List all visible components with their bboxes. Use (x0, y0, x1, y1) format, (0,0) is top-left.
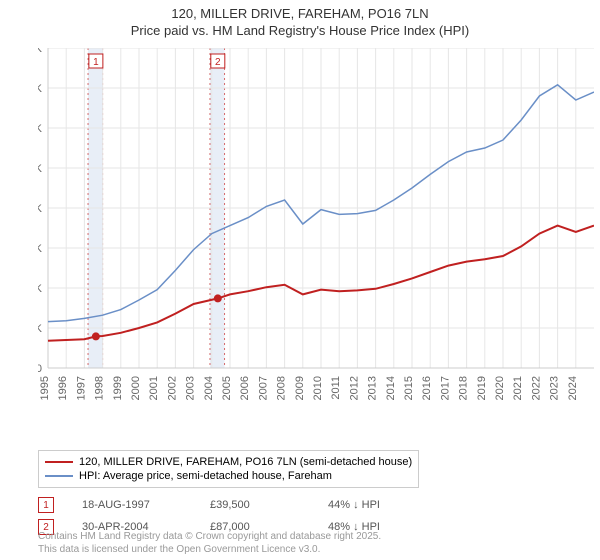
svg-text:2023: 2023 (549, 376, 561, 400)
marker-pct-1: 44% ↓ HPI (328, 499, 448, 511)
svg-text:1998: 1998 (94, 376, 106, 400)
legend-swatch-hpi (45, 475, 73, 477)
svg-text:2010: 2010 (312, 376, 324, 400)
svg-text:2008: 2008 (276, 376, 288, 400)
svg-text:2024: 2024 (567, 376, 579, 400)
svg-text:£300K: £300K (38, 123, 43, 135)
svg-text:2014: 2014 (385, 376, 397, 400)
legend-row-hpi: HPI: Average price, semi-detached house,… (45, 469, 412, 483)
svg-text:1995: 1995 (39, 376, 51, 400)
svg-text:1999: 1999 (112, 376, 124, 400)
svg-text:£50K: £50K (38, 323, 43, 335)
footnote-line-2: This data is licensed under the Open Gov… (38, 544, 381, 557)
svg-text:£200K: £200K (38, 203, 43, 215)
legend-row-price-paid: 120, MILLER DRIVE, FAREHAM, PO16 7LN (se… (45, 455, 412, 469)
svg-text:2016: 2016 (421, 376, 433, 400)
marker-date-1: 18-AUG-1997 (82, 499, 182, 511)
svg-text:2013: 2013 (367, 376, 379, 400)
legend: 120, MILLER DRIVE, FAREHAM, PO16 7LN (se… (38, 450, 594, 538)
svg-text:2009: 2009 (294, 376, 306, 400)
legend-label-price-paid: 120, MILLER DRIVE, FAREHAM, PO16 7LN (se… (79, 456, 412, 468)
svg-text:2011: 2011 (330, 376, 342, 400)
svg-text:2012: 2012 (348, 376, 360, 400)
svg-text:2017: 2017 (439, 376, 451, 400)
legend-series-box: 120, MILLER DRIVE, FAREHAM, PO16 7LN (se… (38, 450, 419, 488)
svg-text:£100K: £100K (38, 283, 43, 295)
svg-text:£250K: £250K (38, 163, 43, 175)
svg-text:2021: 2021 (512, 376, 524, 400)
svg-text:2019: 2019 (476, 376, 488, 400)
legend-label-hpi: HPI: Average price, semi-detached house,… (79, 470, 332, 482)
svg-text:1996: 1996 (57, 376, 69, 400)
svg-text:2000: 2000 (130, 376, 142, 400)
svg-text:2018: 2018 (458, 376, 470, 400)
title-line-2: Price paid vs. HM Land Registry's House … (0, 23, 600, 40)
chart-title: 120, MILLER DRIVE, FAREHAM, PO16 7LN Pri… (0, 0, 600, 40)
marker-chip-1: 1 (38, 497, 54, 513)
title-line-1: 120, MILLER DRIVE, FAREHAM, PO16 7LN (0, 6, 600, 23)
chart: £0 £50K £100K £150K £200K £250K £300K £350K £400… (38, 48, 594, 408)
svg-text:£0: £0 (38, 363, 42, 375)
chart-svg: £0 £50K £100K £150K £200K £250K £300K £350K £400… (38, 48, 594, 408)
svg-text:2015: 2015 (403, 376, 415, 400)
svg-text:1997: 1997 (75, 376, 87, 400)
svg-text:2003: 2003 (185, 376, 197, 400)
marker-dot-2 (214, 294, 222, 302)
svg-text:2022: 2022 (530, 376, 542, 400)
footnote-line-1: Contains HM Land Registry data © Crown c… (38, 531, 381, 544)
svg-text:2001: 2001 (148, 376, 160, 400)
marker-dot-1 (92, 332, 100, 340)
svg-text:2004: 2004 (203, 376, 215, 400)
svg-text:£150K: £150K (38, 243, 43, 255)
marker-box-label-2: 2 (215, 57, 221, 68)
svg-text:£400K: £400K (38, 48, 43, 55)
svg-text:£350K: £350K (38, 83, 43, 95)
svg-text:2020: 2020 (494, 376, 506, 400)
svg-text:2005: 2005 (221, 376, 233, 400)
svg-text:2002: 2002 (166, 376, 178, 400)
footnote: Contains HM Land Registry data © Crown c… (38, 531, 381, 556)
marker-box-label-1: 1 (93, 57, 99, 68)
marker-price-1: £39,500 (210, 499, 300, 511)
marker-row-1: 1 18-AUG-1997 £39,500 44% ↓ HPI (38, 494, 594, 516)
svg-text:2006: 2006 (239, 376, 251, 400)
svg-text:2007: 2007 (257, 376, 269, 400)
legend-swatch-price-paid (45, 461, 73, 463)
